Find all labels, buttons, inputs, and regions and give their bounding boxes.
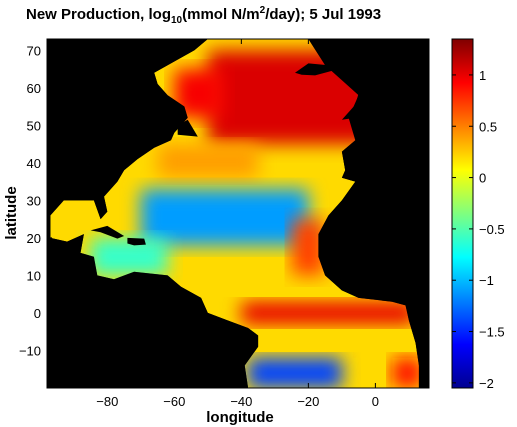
colorbar-ticks: 1 0.5 0 −0.5 −1 −1.5 −2 [452, 68, 505, 391]
ocean-field [47, 39, 429, 388]
x-axis-label: longitude [206, 409, 274, 426]
y-tick-label: 70 [27, 43, 41, 58]
y-tick-label: 20 [27, 231, 41, 246]
region-subpolar-north-atlantic [207, 50, 376, 145]
y-tick-label: 40 [27, 156, 41, 171]
region-equatorial-upwelling [241, 301, 416, 325]
chart-title: New Production, log10(mmol N/m2/day); 5 … [26, 5, 381, 26]
colorbar-tick-label: −1.5 [479, 325, 505, 340]
y-axis-label: latitude [3, 186, 20, 239]
chart-title-prefix: New Production, log [26, 6, 171, 23]
y-tick-label: 50 [27, 118, 41, 133]
x-tick-label: −60 [163, 394, 185, 409]
colorbar-tick-label: −0.5 [479, 222, 505, 237]
colorbar-tick-label: 1 [479, 68, 486, 83]
y-axis-ticks: −10 0 10 20 30 40 50 60 70 [19, 43, 429, 358]
colorbar [451, 38, 474, 389]
colorbar-tick-label: −1 [479, 273, 494, 288]
region-gulf-stream-extension [157, 144, 259, 178]
region-caribbean-sea [90, 237, 168, 276]
x-axis-ticks: −80 −60 −40 −20 0 [96, 39, 379, 409]
x-tick-label: 0 [372, 394, 379, 409]
chart-title-superscript: 2 [260, 5, 266, 16]
heatmap-field [47, 39, 429, 388]
region-benguela-upwelling [392, 358, 423, 388]
island-hispaniola [127, 237, 146, 246]
chart-title-middle: (mmol N/m [182, 6, 260, 23]
colorbar-tick-label: 0 [479, 171, 486, 186]
region-northwest-african-upwelling [291, 219, 326, 276]
region-subtropical-gyre [140, 189, 309, 246]
y-tick-label: 10 [27, 268, 41, 283]
island-cuba [90, 225, 125, 239]
island-newfoundland [177, 119, 198, 137]
colorbar-tick-label: 0.5 [479, 119, 497, 134]
land-mask [47, 39, 429, 388]
y-tick-label: 30 [27, 193, 41, 208]
colorbar-tick-label: −2 [479, 376, 494, 391]
x-tick-label: −40 [230, 394, 252, 409]
chart-title-suffix: /day); 5 Jul 1993 [265, 6, 381, 23]
x-tick-label: −80 [96, 394, 118, 409]
region-labrador-sea [174, 69, 225, 118]
y-tick-label: 0 [34, 306, 41, 321]
plot-frame [46, 38, 430, 389]
island-british-isles [341, 93, 382, 126]
x-tick-label: −20 [297, 394, 319, 409]
chart-title-subscript: 10 [171, 15, 183, 26]
y-tick-label: 60 [27, 81, 41, 96]
island-iceland [295, 63, 332, 76]
y-tick-label: −10 [19, 343, 41, 358]
region-south-atlantic-gyre [248, 358, 342, 388]
